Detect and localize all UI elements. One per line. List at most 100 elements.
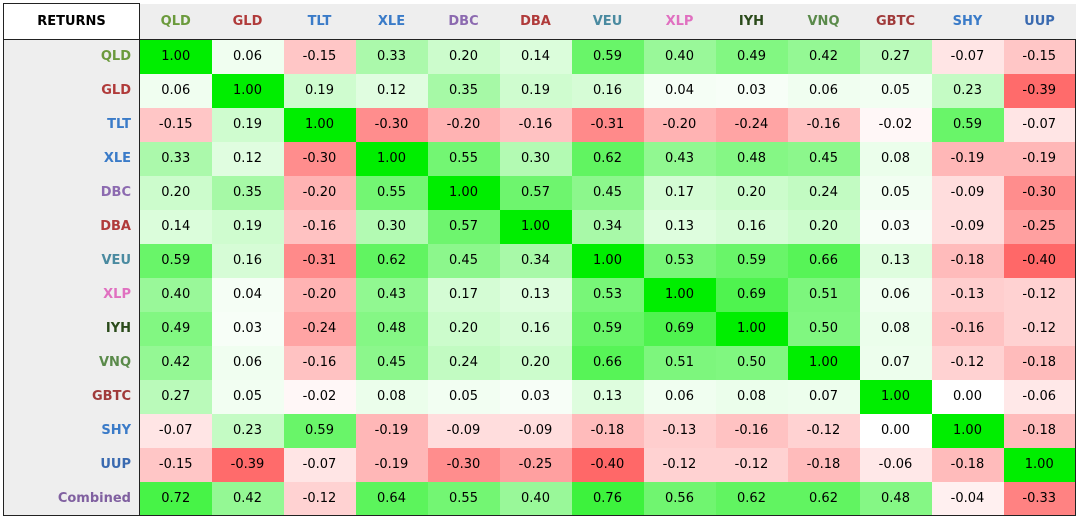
heatmap-cell-qld-xlp: 0.40 <box>643 39 716 74</box>
heatmap-cell-uup-gld: -0.39 <box>211 447 284 482</box>
heatmap-cell-qld-gld: 0.06 <box>211 39 284 74</box>
column-header-dbc: DBC <box>427 3 500 40</box>
heatmap-cell-shy-veu: -0.18 <box>571 413 644 448</box>
heatmap-cell-uup-veu: -0.40 <box>571 447 644 482</box>
heatmap-cell-veu-qld: 0.59 <box>139 243 212 278</box>
heatmap-cell-tlt-qld: -0.15 <box>139 107 212 142</box>
column-header-shy: SHY <box>931 3 1004 40</box>
matrix-row-iyh: IYH 0.49 0.03 -0.24 0.48 0.20 0.16 0.59 0.69 1.00… <box>3 311 1076 346</box>
heatmap-cell-vnq-veu: 0.66 <box>571 345 644 380</box>
heatmap-cell-xle-qld: 0.33 <box>139 141 212 176</box>
heatmap-cell-combined-iyh: 0.62 <box>715 481 788 516</box>
heatmap-cell-gld-xlp: 0.04 <box>643 73 716 108</box>
heatmap-cell-gbtc-iyh: 0.08 <box>715 379 788 414</box>
heatmap-cell-uup-xle: -0.19 <box>355 447 428 482</box>
matrix-row-xlp: XLP 0.40 0.04 -0.20 0.43 0.17 0.13 0.53 1.00 0.69… <box>3 277 1076 312</box>
row-header-iyh: IYH <box>3 311 140 346</box>
heatmap-cell-gld-shy: 0.23 <box>931 73 1004 108</box>
column-header-qld: QLD <box>139 3 212 40</box>
heatmap-cell-iyh-qld: 0.49 <box>139 311 212 346</box>
heatmap-cell-dbc-dba: 0.57 <box>499 175 572 210</box>
heatmap-cell-combined-uup: -0.33 <box>1003 481 1076 516</box>
heatmap-cell-gld-vnq: 0.06 <box>787 73 860 108</box>
heatmap-cell-dba-xle: 0.30 <box>355 209 428 244</box>
matrix-row-dbc: DBC 0.20 0.35 -0.20 0.55 1.00 0.57 0.45 0.17 0.20… <box>3 175 1076 210</box>
heatmap-cell-shy-shy: 1.00 <box>931 413 1004 448</box>
heatmap-cell-dbc-shy: -0.09 <box>931 175 1004 210</box>
heatmap-cell-dba-iyh: 0.16 <box>715 209 788 244</box>
heatmap-cell-combined-qld: 0.72 <box>139 481 212 516</box>
heatmap-cell-dba-tlt: -0.16 <box>283 209 356 244</box>
matrix-row-dba: DBA 0.14 0.19 -0.16 0.30 0.57 1.00 0.34 0.13 0.16… <box>3 209 1076 244</box>
heatmap-cell-dbc-qld: 0.20 <box>139 175 212 210</box>
heatmap-cell-combined-xle: 0.64 <box>355 481 428 516</box>
heatmap-cell-vnq-iyh: 0.50 <box>715 345 788 380</box>
heatmap-cell-gld-veu: 0.16 <box>571 73 644 108</box>
heatmap-cell-shy-uup: -0.18 <box>1003 413 1076 448</box>
heatmap-cell-gbtc-vnq: 0.07 <box>787 379 860 414</box>
heatmap-cell-gbtc-gbtc: 1.00 <box>859 379 932 414</box>
heatmap-cell-xle-veu: 0.62 <box>571 141 644 176</box>
heatmap-cell-iyh-gbtc: 0.08 <box>859 311 932 346</box>
heatmap-cell-gld-tlt: 0.19 <box>283 73 356 108</box>
heatmap-cell-vnq-xlp: 0.51 <box>643 345 716 380</box>
column-header-vnq: VNQ <box>787 3 860 40</box>
heatmap-cell-xlp-shy: -0.13 <box>931 277 1004 312</box>
row-header-dbc: DBC <box>3 175 140 210</box>
heatmap-cell-xlp-dbc: 0.17 <box>427 277 500 312</box>
heatmap-cell-vnq-dbc: 0.24 <box>427 345 500 380</box>
heatmap-cell-shy-qld: -0.07 <box>139 413 212 448</box>
column-header-gld: GLD <box>211 3 284 40</box>
heatmap-cell-qld-qld: 1.00 <box>139 39 212 74</box>
heatmap-cell-qld-veu: 0.59 <box>571 39 644 74</box>
row-header-veu: VEU <box>3 243 140 278</box>
column-header-iyh: IYH <box>715 3 788 40</box>
heatmap-cell-dba-vnq: 0.20 <box>787 209 860 244</box>
heatmap-cell-dbc-veu: 0.45 <box>571 175 644 210</box>
heatmap-cell-xlp-xle: 0.43 <box>355 277 428 312</box>
heatmap-cell-xlp-uup: -0.12 <box>1003 277 1076 312</box>
heatmap-cell-vnq-dba: 0.20 <box>499 345 572 380</box>
heatmap-cell-tlt-dba: -0.16 <box>499 107 572 142</box>
heatmap-cell-combined-vnq: 0.62 <box>787 481 860 516</box>
heatmap-cell-gbtc-dba: 0.03 <box>499 379 572 414</box>
heatmap-cell-tlt-xle: -0.30 <box>355 107 428 142</box>
heatmap-cell-dba-veu: 0.34 <box>571 209 644 244</box>
heatmap-cell-xle-tlt: -0.30 <box>283 141 356 176</box>
matrix-row-gbtc: GBTC 0.27 0.05 -0.02 0.08 0.05 0.03 0.13 0.06 0.0… <box>3 379 1076 414</box>
heatmap-cell-qld-vnq: 0.42 <box>787 39 860 74</box>
row-header-combined: Combined <box>3 481 140 516</box>
column-header-xlp: XLP <box>643 3 716 40</box>
heatmap-cell-gld-gld: 1.00 <box>211 73 284 108</box>
heatmap-cell-uup-qld: -0.15 <box>139 447 212 482</box>
heatmap-cell-shy-vnq: -0.12 <box>787 413 860 448</box>
heatmap-cell-iyh-uup: -0.12 <box>1003 311 1076 346</box>
heatmap-cell-xle-shy: -0.19 <box>931 141 1004 176</box>
column-header-dba: DBA <box>499 3 572 40</box>
heatmap-cell-gbtc-qld: 0.27 <box>139 379 212 414</box>
matrix-row-veu: VEU 0.59 0.16 -0.31 0.62 0.45 0.34 1.00 0.53 0.59… <box>3 243 1076 278</box>
column-header-veu: VEU <box>571 3 644 40</box>
heatmap-cell-uup-gbtc: -0.06 <box>859 447 932 482</box>
heatmap-cell-veu-gbtc: 0.13 <box>859 243 932 278</box>
heatmap-cell-tlt-iyh: -0.24 <box>715 107 788 142</box>
heatmap-cell-qld-shy: -0.07 <box>931 39 1004 74</box>
heatmap-cell-iyh-vnq: 0.50 <box>787 311 860 346</box>
heatmap-cell-xle-gld: 0.12 <box>211 141 284 176</box>
heatmap-cell-dbc-xle: 0.55 <box>355 175 428 210</box>
heatmap-cell-combined-xlp: 0.56 <box>643 481 716 516</box>
heatmap-cell-dbc-dbc: 1.00 <box>427 175 500 210</box>
heatmap-cell-dba-shy: -0.09 <box>931 209 1004 244</box>
heatmap-cell-xlp-tlt: -0.20 <box>283 277 356 312</box>
heatmap-cell-veu-uup: -0.40 <box>1003 243 1076 278</box>
row-header-tlt: TLT <box>3 107 140 142</box>
heatmap-cell-xle-iyh: 0.48 <box>715 141 788 176</box>
heatmap-cell-gbtc-shy: 0.00 <box>931 379 1004 414</box>
heatmap-cell-tlt-gbtc: -0.02 <box>859 107 932 142</box>
heatmap-cell-qld-tlt: -0.15 <box>283 39 356 74</box>
heatmap-cell-iyh-xlp: 0.69 <box>643 311 716 346</box>
heatmap-cell-veu-xlp: 0.53 <box>643 243 716 278</box>
heatmap-cell-xle-gbtc: 0.08 <box>859 141 932 176</box>
row-header-vnq: VNQ <box>3 345 140 380</box>
matrix-row-vnq: VNQ 0.42 0.06 -0.16 0.45 0.24 0.20 0.66 0.51 0.50… <box>3 345 1076 380</box>
